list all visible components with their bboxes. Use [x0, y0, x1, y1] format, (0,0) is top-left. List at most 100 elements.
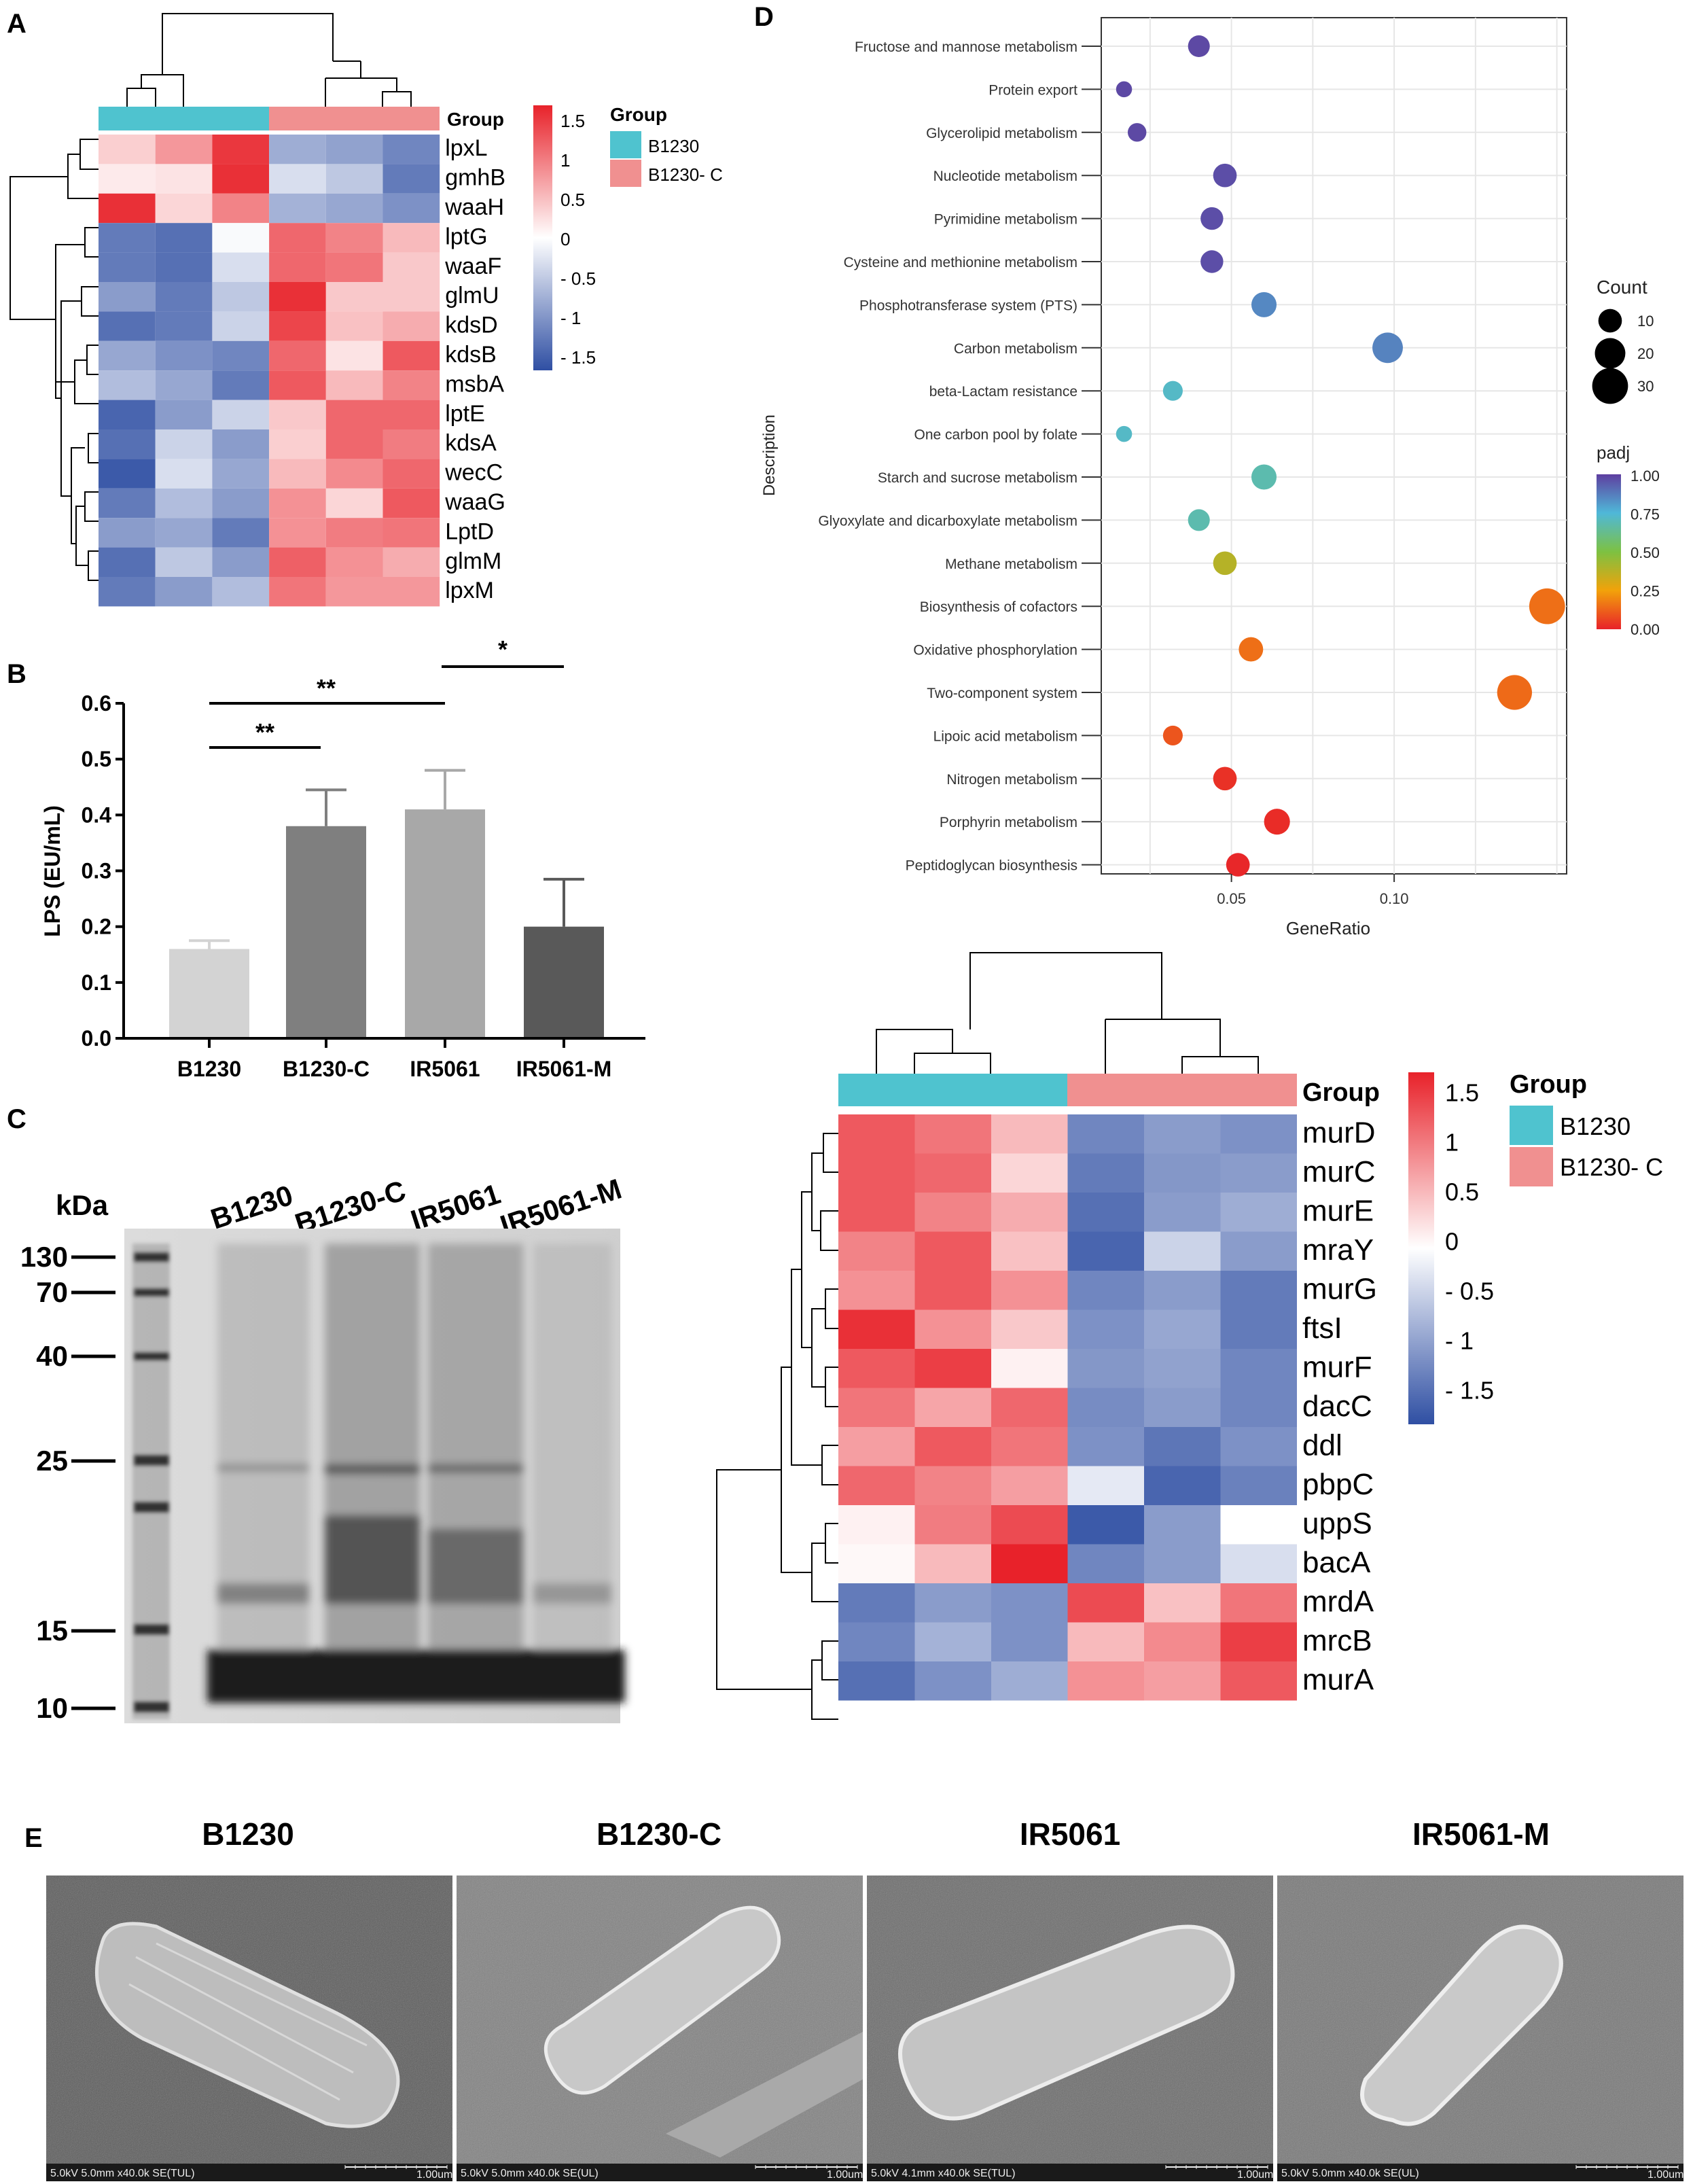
heatmap-cell-waaF-4: [269, 252, 326, 282]
color-legend-title: padj: [1597, 442, 1630, 463]
heatmap-cell-lpxL-1: [99, 135, 156, 164]
term-label-10: Starch and sucrose metabolism: [878, 470, 1077, 486]
heatmap-cell-pbpC-2: [914, 1466, 991, 1505]
gene-label-mrdA: mrdA: [1302, 1585, 1374, 1618]
term-label-9: One carbon pool by folate: [914, 427, 1078, 443]
heatmap-a-cells: [99, 135, 440, 607]
term-label-12: Methane metabolism: [945, 557, 1077, 572]
heatmap-cell-lpxL-4: [269, 135, 326, 164]
heatmap-cell-murG-3: [991, 1271, 1068, 1310]
term-label-18: Porphyrin metabolism: [940, 815, 1077, 830]
heatmap-cell-waaH-3: [212, 193, 270, 224]
scale-tick-2: 0.5: [560, 190, 585, 210]
heatmap-cell-murE-6: [1220, 1193, 1297, 1232]
sem-footer-1: 5.0kV 5.0mm x40.0k SE(UL): [461, 2168, 599, 2179]
heatmap-cell-mraY-5: [1144, 1231, 1221, 1271]
heatmap-a-group-bar-b1230c: [269, 107, 440, 130]
heatmap-cell-murG-1: [838, 1271, 915, 1310]
gene-label-murC: murC: [1302, 1155, 1376, 1188]
heatmap-cell-mraY-4: [1067, 1231, 1144, 1271]
heatmap-cell-lpxL-5: [325, 135, 383, 164]
heatmap-cell-LptD-3: [212, 518, 270, 548]
bar-chart-error-bars: [189, 769, 584, 949]
panel-label-a: A: [7, 9, 26, 39]
size-legend-label-10: 10: [1637, 313, 1654, 330]
heatmap-cell-mraY-1: [838, 1231, 915, 1271]
heatmap-cell-glmM-5: [325, 547, 383, 577]
heatmap-cell-lpxM-4: [269, 577, 326, 607]
heatmap-cell-kdsA-5: [325, 429, 383, 459]
heatmap-b-column-dendrogram: [876, 952, 1259, 1074]
y-tick-0.6: 0.6: [82, 691, 111, 716]
bar-IR5061: [405, 809, 485, 1038]
y-tick-0.3: 0.3: [82, 859, 111, 883]
gel-kda-label: kDa: [56, 1189, 109, 1221]
term-label-6: Phosphotransferase system (PTS): [859, 298, 1077, 313]
heatmap-cell-dacC-1: [838, 1388, 915, 1427]
gene-label-bacA: bacA: [1302, 1546, 1371, 1579]
panel-label-c: C: [7, 1104, 26, 1134]
dot-12: [1213, 551, 1237, 576]
heatmap-cell-ddl-4: [1067, 1427, 1144, 1466]
sem-image-3: [867, 1875, 1273, 2181]
heatmap-cell-msbA-2: [155, 370, 213, 400]
scale-tick-2: 0.5: [1445, 1178, 1479, 1206]
heatmap-cell-lpxM-6: [382, 577, 440, 607]
heatmap-a-group-bar-b1230: [99, 107, 269, 130]
term-label-2: Glycerolipid metabolism: [926, 126, 1077, 141]
heatmap-cell-glmU-5: [325, 282, 383, 312]
size-legend: 10 20 30: [1592, 309, 1654, 404]
heatmap-b-scale-ticks: 1.5 1 0.5 0 - 0.5 - 1 - 1.5: [1434, 1079, 1494, 1405]
heatmap-cell-msbA-5: [325, 370, 383, 400]
heatmap-cell-mrcB-4: [1067, 1622, 1144, 1661]
bar-IR5061-M: [524, 926, 604, 1038]
heatmap-cell-gmhB-5: [325, 164, 383, 194]
x-label-B1230-C: B1230-C: [283, 1057, 370, 1081]
heatmap-cell-ddl-6: [1220, 1427, 1297, 1466]
term-label-8: beta-Lactam resistance: [929, 384, 1077, 400]
gene-label-murF: murF: [1302, 1350, 1372, 1384]
heatmap-cell-lptE-5: [325, 400, 383, 429]
heatmap-cell-mrdA-2: [914, 1583, 991, 1623]
term-label-4: Pyrimidine metabolism: [934, 212, 1077, 228]
heatmap-cell-ddl-3: [991, 1427, 1068, 1466]
heatmap-cell-dacC-3: [991, 1388, 1068, 1427]
heatmap-cell-waaF-1: [99, 252, 156, 282]
heatmap-cell-kdsB-4: [269, 340, 326, 371]
dot-9: [1116, 425, 1133, 442]
gel-marker-70: 70: [36, 1276, 68, 1308]
heatmap-cell-dacC-5: [1144, 1388, 1221, 1427]
sem-image-1: [46, 1875, 452, 2181]
gene-label-lptG: lptG: [445, 224, 487, 249]
heatmap-cell-bacA-3: [991, 1544, 1068, 1583]
size-legend-title: Count: [1597, 277, 1647, 298]
heatmap-cell-kdsB-3: [212, 340, 270, 371]
heatmap-cell-lpxM-2: [155, 577, 213, 607]
heatmap-a-legend-swatch-b1230: [610, 131, 641, 158]
heatmap-cell-lptG-4: [269, 223, 326, 253]
heatmap-cell-pbpC-4: [1067, 1466, 1144, 1505]
heatmap-a-legend-swatch-b1230c: [610, 160, 641, 187]
gene-label-LptD: LptD: [445, 518, 494, 544]
scale-tick-0: 1.5: [1445, 1079, 1479, 1107]
scale-tick-1: 1: [560, 150, 570, 171]
color-legend-1.00: 1.00: [1630, 468, 1660, 485]
dot-18: [1264, 809, 1290, 835]
dot-14: [1238, 637, 1264, 662]
heatmap-cell-ftsI-5: [1144, 1309, 1221, 1349]
term-label-16: Lipoic acid metabolism: [933, 728, 1077, 744]
heatmap-cell-waaF-5: [325, 252, 383, 282]
sem-titles: B1230 B1230-C IR5061 IR5061-M: [202, 1816, 1550, 1852]
heatmap-cell-glmU-1: [99, 282, 156, 312]
gel-ladder: [132, 1244, 170, 1719]
heatmap-b-legend-b1230: B1230: [1560, 1112, 1630, 1140]
x-tick-0.05: 0.05: [1217, 890, 1246, 907]
heatmap-cell-wecC-5: [325, 459, 383, 489]
heatmap-b-color-scale: [1408, 1072, 1434, 1424]
heatmap-cell-mraY-3: [991, 1231, 1068, 1271]
sem-scale-1: 1.00um: [827, 2169, 863, 2181]
heatmap-cell-glmM-6: [382, 547, 440, 577]
heatmap-cell-lptG-6: [382, 223, 440, 253]
heatmap-cell-wecC-3: [212, 459, 270, 489]
heatmap-cell-glmU-4: [269, 282, 326, 312]
